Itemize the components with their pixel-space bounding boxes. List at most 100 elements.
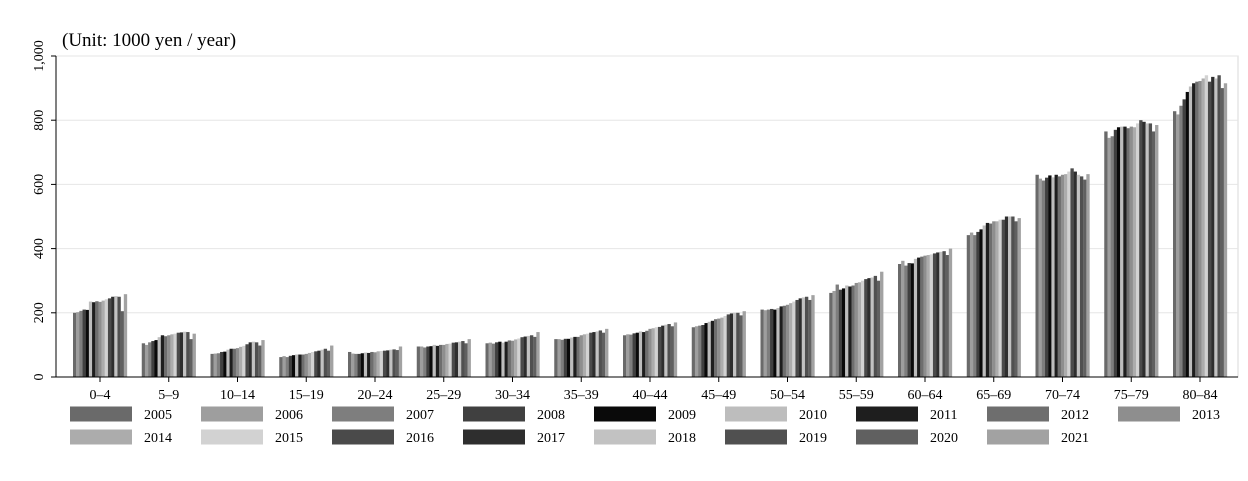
bar [586, 333, 590, 377]
legend-label: 2006 [275, 408, 303, 423]
axes: 0 200 400 600 800 1,000 0–4 5–9 10–14 15–19 20–24 2… [32, 40, 1238, 403]
legend-swatch [594, 406, 656, 422]
bar [242, 345, 246, 377]
bar [673, 322, 678, 377]
legend-swatch [725, 429, 787, 445]
legend-label: 2021 [1061, 431, 1089, 446]
y-tick-label: 400 [32, 238, 47, 259]
bar [694, 326, 699, 377]
x-tick-label: 0–4 [90, 388, 111, 403]
bar [111, 296, 115, 377]
bar [529, 335, 534, 377]
bar [1064, 174, 1068, 377]
bar [1136, 123, 1140, 377]
legend-label: 2015 [275, 431, 303, 446]
bar [1132, 127, 1137, 377]
bar [1038, 178, 1043, 377]
bar [1107, 137, 1111, 377]
bar [698, 325, 702, 377]
bar [657, 326, 662, 377]
bar [1188, 86, 1193, 377]
bar [426, 346, 430, 377]
bar [501, 342, 505, 377]
bar [789, 303, 793, 377]
bar [117, 296, 121, 377]
legend-label: 2011 [930, 408, 957, 423]
bar [92, 302, 96, 377]
bar [454, 342, 459, 377]
bar [189, 339, 193, 377]
bar [917, 257, 921, 377]
bar [664, 324, 668, 377]
bar [1051, 177, 1055, 377]
bar [314, 351, 318, 377]
bar [920, 256, 924, 378]
bar [523, 336, 527, 377]
bar [661, 325, 665, 377]
bar [1070, 168, 1074, 377]
bar [770, 308, 774, 377]
bar [210, 353, 214, 377]
legend-label: 2013 [1192, 408, 1220, 423]
bar [491, 343, 496, 377]
bar [898, 264, 902, 377]
bar [148, 342, 152, 377]
y-tick-label: 800 [32, 110, 47, 131]
bar [1011, 216, 1015, 377]
bar [392, 349, 396, 377]
bar [1001, 219, 1006, 377]
bar [1139, 120, 1143, 377]
bar [82, 309, 86, 377]
bar [373, 352, 377, 377]
bar [632, 333, 636, 377]
bar [192, 333, 196, 377]
bar [936, 252, 940, 377]
bar [379, 351, 384, 377]
bar [367, 352, 371, 377]
bar [330, 345, 334, 377]
legend-swatch [856, 429, 918, 445]
bar [360, 353, 365, 377]
bar [223, 351, 227, 377]
bar [691, 327, 696, 377]
bar [969, 232, 974, 377]
bar [798, 298, 802, 377]
bar [776, 307, 780, 377]
bar [85, 309, 90, 377]
bar [357, 353, 361, 377]
bar [992, 221, 996, 377]
bar [592, 332, 596, 377]
bar [317, 350, 321, 377]
bar [279, 357, 283, 377]
bar [351, 353, 355, 377]
bar [1192, 83, 1196, 377]
bar [729, 313, 734, 377]
legend-swatch [463, 429, 525, 445]
bar [648, 328, 652, 377]
bar [763, 310, 768, 377]
bar [570, 337, 574, 377]
bar [285, 357, 289, 377]
bar [451, 342, 456, 377]
bar [988, 223, 993, 377]
bar [173, 333, 177, 377]
bar [589, 332, 593, 377]
bar [488, 342, 493, 377]
bar [851, 285, 855, 377]
bar [526, 335, 531, 377]
bar [979, 229, 983, 377]
bar [910, 263, 915, 377]
legend-swatch [725, 406, 787, 422]
bar [144, 344, 149, 377]
bar [854, 282, 858, 377]
bar [1155, 125, 1159, 377]
x-tick-label: 80–84 [1183, 388, 1218, 403]
bar [1079, 176, 1084, 378]
bar [301, 354, 305, 377]
bar [311, 351, 315, 377]
bar [560, 339, 564, 377]
legend-label: 2007 [406, 408, 434, 423]
bar [282, 356, 286, 377]
bar [1110, 136, 1114, 377]
bar [1054, 174, 1058, 377]
